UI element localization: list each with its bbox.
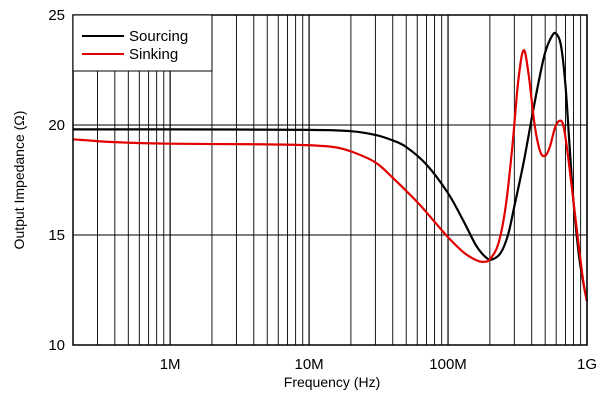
x-tick-label: 10M xyxy=(294,356,323,373)
plot-frame xyxy=(72,14,588,346)
series-line-sourcing xyxy=(72,31,589,302)
y-tick-label: 10 xyxy=(48,337,65,354)
x-tick-label: 100M xyxy=(429,356,467,373)
series-line-sinking xyxy=(72,49,589,302)
legend-label-sourcing: Sourcing xyxy=(129,28,188,45)
y-tick-label: 15 xyxy=(48,227,65,244)
y-axis-title: Output Impedance (Ω) xyxy=(11,111,27,250)
legend: Sourcing Sinking xyxy=(72,14,213,72)
x-tick-label: 1M xyxy=(160,356,181,373)
y-tick-label: 25 xyxy=(48,7,65,24)
legend-label-sinking: Sinking xyxy=(129,46,178,63)
series-lines xyxy=(72,31,589,302)
x-tick-label: 1G xyxy=(577,356,597,373)
legend-box xyxy=(72,14,213,72)
tick-labels: 1M 10M 100M 1G 10 15 20 25 xyxy=(48,7,597,373)
x-axis-title: Frequency (Hz) xyxy=(284,374,380,390)
y-tick-label: 20 xyxy=(48,117,65,134)
